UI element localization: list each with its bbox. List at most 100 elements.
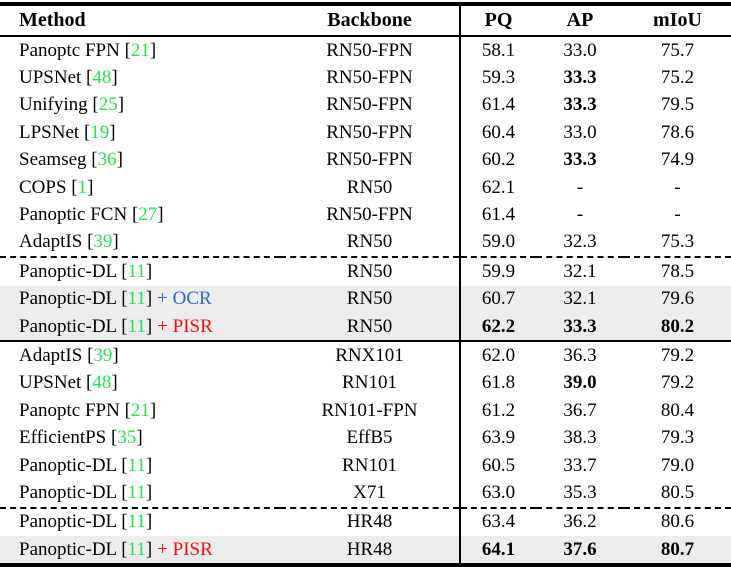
method-suffix: + PISR [157, 315, 213, 337]
method-cell: Panoptic-DL [11] + PISR [0, 536, 280, 566]
citation-bracket-open: [ [91, 149, 98, 171]
method-name: Panoptic-DL [19, 454, 117, 476]
ap-cell: 38.3 [563, 427, 597, 449]
citation-link[interactable]: 11 [127, 538, 146, 560]
citation-bracket-open: [ [131, 204, 139, 226]
miou-cell: 79.2 [660, 344, 695, 366]
miou-cell: 80.6 [660, 511, 695, 533]
pq-cell: 59.3 [459, 64, 536, 92]
method-cell: Panoptic-DL [11] [0, 452, 280, 479]
citation-bracket-close: ] [145, 315, 153, 337]
col-header-pq: PQ [459, 4, 536, 37]
table-row: UPSNet [48] RN50-FPN 59.3 33.3 75.2 [0, 64, 731, 92]
backbone-cell: RN101-FPN [321, 399, 418, 421]
citation-link[interactable]: 21 [130, 39, 150, 61]
table-row: Panoptic-DL [11] RN50 59.9 32.1 78.5 [0, 257, 731, 286]
ap-cell: 33.3 [563, 94, 597, 116]
col-header-backbone: Backbone [280, 4, 460, 37]
ap-cell: 33.7 [563, 454, 597, 476]
backbone-cell: RNX101 [335, 344, 404, 366]
citation-bracket-close: ] [116, 149, 123, 171]
miou-cell: 78.5 [660, 260, 695, 282]
ap-cell: - [576, 176, 584, 198]
citation-bracket-close: ] [145, 288, 153, 310]
citation-bracket-open: [ [92, 94, 99, 116]
table-row: AdaptIS [39] RN50 59.0 32.3 75.3 [0, 228, 731, 259]
method-name: Panoptic-DL [19, 260, 117, 282]
miou-cell: 80.4 [660, 399, 695, 421]
method-cell: COPS [1] [0, 174, 280, 201]
citation-link[interactable]: 39 [93, 344, 113, 366]
ap-cell: 32.1 [563, 260, 597, 282]
table-row: Panoptic-DL [11] + OCR RN50 60.7 32.1 79.… [0, 285, 731, 313]
table-row: Unifying [25] RN50-FPN 61.4 33.3 79.5 [0, 91, 731, 120]
citation-bracket-close: ] [109, 121, 116, 143]
method-name: Seamseg [19, 149, 87, 171]
backbone-cell: RN50-FPN [326, 204, 413, 226]
citation-bracket-close: ] [111, 372, 118, 394]
citation-link[interactable]: 11 [127, 454, 146, 476]
citation-bracket-close: ] [149, 399, 157, 421]
method-cell: EfficientPS [35] [0, 424, 280, 451]
citation-bracket-close: ] [145, 481, 153, 503]
ap-cell: 35.3 [536, 479, 624, 509]
citation-bracket-open: [ [121, 511, 128, 533]
citation-bracket-open: [ [121, 315, 128, 337]
citation-link[interactable]: 11 [127, 288, 146, 310]
method-name: Panoptic-DL [19, 538, 117, 560]
miou-cell: 79.0 [660, 454, 695, 476]
citation-bracket-open: [ [124, 39, 131, 61]
miou-cell: 79.6 [624, 285, 731, 313]
backbone-cell: RN50-FPN [326, 149, 413, 171]
method-suffix: + OCR [157, 288, 212, 310]
citation-bracket-close: ] [145, 260, 153, 282]
citation-bracket-close: ] [145, 538, 153, 560]
col-header-miou: mIoU [624, 4, 731, 37]
pq-cell: 63.9 [459, 424, 536, 452]
method-cell: Unifying [25] [0, 92, 280, 119]
backbone-cell: EffB5 [346, 427, 393, 449]
citation-link[interactable]: 19 [90, 121, 110, 143]
citation-link[interactable]: 1 [77, 176, 88, 198]
miou-cell: 79.2 [660, 372, 695, 394]
method-name: Panoptic-DL [19, 511, 117, 533]
method-name: Panoptic FCN [19, 204, 128, 226]
backbone-cell: HR48 [346, 511, 393, 533]
citation-link[interactable]: 11 [127, 511, 146, 533]
pq-cell: 61.8 [459, 369, 536, 398]
pq-cell: 60.7 [459, 285, 536, 313]
backbone-cell: RN50-FPN [326, 94, 413, 116]
citation-link[interactable]: 11 [127, 260, 146, 282]
citation-link[interactable]: 48 [92, 372, 112, 394]
table-row: UPSNet [48] RN101 61.8 39.0 79.2 [0, 369, 731, 398]
miou-cell: - [674, 176, 681, 198]
citation-link[interactable]: 11 [127, 315, 146, 337]
method-cell: AdaptIS [39] [0, 228, 280, 259]
miou-cell: 75.7 [660, 39, 695, 61]
pq-cell: 58.1 [459, 36, 536, 65]
table-row: Panoptic-DL [11] + PISR HR48 64.1 37.6 80… [0, 536, 731, 566]
ap-cell: 33.3 [536, 312, 624, 343]
backbone-cell: RN50-FPN [326, 67, 413, 89]
citation-link[interactable]: 36 [97, 149, 117, 171]
ap-cell: 32.3 [536, 228, 624, 259]
citation-link[interactable]: 35 [117, 427, 137, 449]
miou-cell: 79.3 [660, 427, 695, 449]
citation-link[interactable]: 25 [98, 94, 118, 116]
citation-bracket-open: [ [87, 344, 94, 366]
citation-link[interactable]: 48 [92, 67, 112, 89]
table-row: Panoptic-DL [11] HR48 63.4 36.2 80.6 [0, 507, 731, 537]
table-row: LPSNet [19] RN50-FPN 60.4 33.0 78.6 [0, 119, 731, 147]
method-cell: Panoptic-DL [11] [0, 479, 280, 509]
citation-link[interactable]: 39 [93, 231, 113, 253]
citation-link[interactable]: 21 [130, 399, 150, 421]
table-row: AdaptIS [39] RNX101 62.0 36.3 79.2 [0, 341, 731, 370]
backbone-cell: X71 [280, 479, 460, 509]
citation-link[interactable]: 27 [138, 204, 158, 226]
ap-cell: 33.3 [563, 149, 597, 171]
method-cell: Seamseg [36] [0, 147, 280, 174]
citation-link[interactable]: 11 [127, 481, 146, 503]
citation-bracket-open: [ [87, 231, 94, 253]
method-cell: AdaptIS [39] [0, 341, 280, 369]
